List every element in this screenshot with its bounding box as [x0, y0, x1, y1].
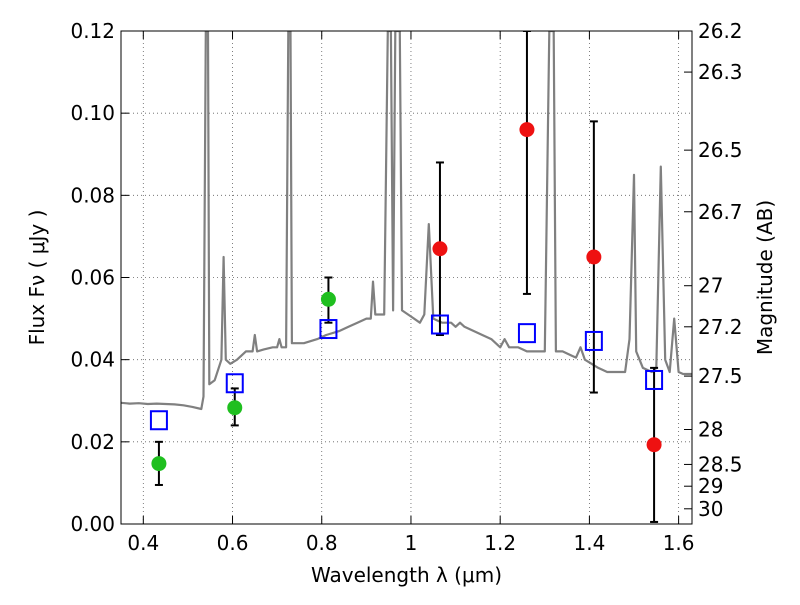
green-circle-marker: [227, 400, 243, 416]
model-spectrum-layer: [121, 31, 692, 411]
x-tick-label: 0.6: [217, 531, 249, 555]
plot-frame: [120, 30, 693, 525]
blue-square-marker: [430, 314, 449, 335]
model-spectrum-line: [121, 31, 692, 411]
y2-tick-label: 26.3: [698, 60, 743, 84]
y2-tick-label: 26.2: [698, 19, 743, 43]
red-circle-marker: [586, 249, 602, 265]
blue-square-marker: [645, 369, 664, 390]
y-tick-label: 0.12: [70, 19, 115, 43]
y2-axis-title: Magnitude (AB): [753, 200, 777, 355]
y-tick-label: 0.06: [70, 266, 115, 290]
x-axis-title: Wavelength λ (μm): [311, 563, 502, 587]
green-circle-marker: [320, 291, 336, 307]
y-tick-label: 0.08: [70, 183, 115, 207]
green-circle-marker: [151, 456, 167, 472]
y-tick-label: 0.04: [70, 348, 115, 372]
plot-area: [121, 31, 692, 523]
marker-layer: [149, 122, 664, 472]
x-tick-label: 1.4: [573, 531, 605, 555]
y-tick-label: 0.00: [70, 512, 115, 536]
y2-tick-label: 29: [698, 474, 723, 498]
blue-square-marker: [319, 319, 338, 340]
y-tick-label: 0.10: [70, 101, 115, 125]
y2-tick-label: 30: [698, 497, 723, 521]
y2-tick-label: 27.5: [698, 364, 743, 388]
y-axis-title: Flux Fν ( μJy ): [25, 210, 49, 346]
y2-tick-label: 28: [698, 418, 723, 442]
blue-square-marker: [149, 410, 168, 431]
y2-tick-label: 28.5: [698, 452, 743, 476]
y-tick-label: 0.02: [70, 430, 115, 454]
red-circle-marker: [432, 241, 448, 257]
x-tick-label: 1.2: [484, 531, 516, 555]
y2-tick-label: 27.2: [698, 315, 743, 339]
x-tick-label: 0.4: [127, 531, 159, 555]
blue-square-marker: [517, 323, 536, 344]
x-tick-label: 1: [405, 531, 418, 555]
y2-tick-label: 26.5: [698, 138, 743, 162]
grid-layer: [121, 30, 692, 525]
blue-square-marker: [584, 330, 603, 351]
y2-tick-label: 27: [698, 274, 723, 298]
tick-layer: 0.4 0.6 0.8 1 1.2 1.4 1.6 0.00 0.02 0.04 0.06 0.08 0…: [70, 19, 742, 555]
y2-tick-label: 26.7: [698, 200, 743, 224]
red-circle-marker: [646, 437, 662, 453]
blue-square-marker: [225, 373, 244, 394]
x-tick-label: 0.8: [306, 531, 338, 555]
errorbar-layer: [154, 31, 659, 523]
x-tick-label: 1.6: [663, 531, 695, 555]
red-circle-marker: [519, 122, 535, 138]
